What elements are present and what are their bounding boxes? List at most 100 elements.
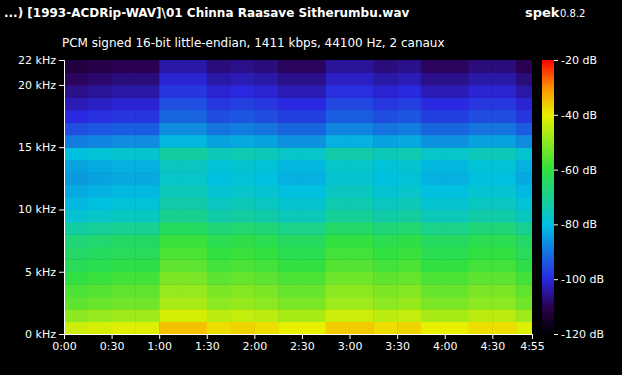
cell (254, 234, 278, 247)
cell (254, 135, 278, 148)
cell (231, 322, 255, 334)
cell (183, 297, 207, 310)
cell (88, 284, 112, 297)
tick: 3:30 (385, 334, 410, 353)
cell (231, 85, 255, 98)
cell (326, 197, 350, 210)
tick-label: 5 kHz (25, 266, 56, 279)
cell (492, 297, 516, 310)
cell (373, 85, 397, 98)
cell (445, 110, 469, 123)
tick-mark (397, 334, 398, 339)
subtitle: PCM signed 16-bit little-endian, 1411 kb… (62, 36, 445, 50)
cell (421, 272, 445, 285)
cell (469, 209, 493, 222)
cell (231, 297, 255, 310)
cell (207, 185, 231, 198)
cell (278, 85, 302, 98)
cell (469, 172, 493, 185)
cell (421, 97, 445, 110)
cell (421, 297, 445, 310)
cell (135, 85, 159, 98)
cell (254, 85, 278, 98)
cell (88, 309, 112, 322)
cell (159, 122, 183, 135)
cell (397, 247, 421, 260)
cell (326, 147, 350, 160)
cell (183, 234, 207, 247)
cell (397, 97, 421, 110)
cell (183, 247, 207, 260)
cell (421, 147, 445, 160)
cell (397, 147, 421, 160)
cell (350, 147, 374, 160)
cell (350, 185, 374, 198)
cells (64, 60, 532, 334)
cell (207, 160, 231, 173)
cell (445, 60, 469, 73)
cell (254, 185, 278, 198)
cell (112, 172, 136, 185)
cell (302, 85, 326, 98)
cell (88, 60, 112, 73)
cell (421, 209, 445, 222)
cell (469, 309, 493, 322)
cell (445, 284, 469, 297)
cell (159, 135, 183, 148)
cell (207, 172, 231, 185)
cell (254, 247, 278, 260)
cell (254, 122, 278, 135)
cell (231, 272, 255, 285)
cell (469, 60, 493, 73)
cell (469, 259, 493, 272)
cell (231, 135, 255, 148)
tick-label: 0:00 (52, 340, 77, 353)
cell (373, 147, 397, 160)
cell (64, 60, 88, 73)
cell (183, 160, 207, 173)
cell (135, 97, 159, 110)
cell (397, 234, 421, 247)
cell (207, 222, 231, 235)
cell (278, 222, 302, 235)
cell (254, 197, 278, 210)
cell (159, 97, 183, 110)
cell (302, 147, 326, 160)
tick-mark (492, 334, 493, 339)
cell (445, 97, 469, 110)
cell (516, 147, 532, 160)
colorbar (542, 60, 554, 334)
cell (112, 85, 136, 98)
cell (159, 272, 183, 285)
cell (350, 72, 374, 85)
cell (516, 247, 532, 260)
cell (135, 147, 159, 160)
tick-mark (254, 334, 255, 339)
title: ...) [1993-ACDRip-WAV]\01 Chinna Raasave… (4, 6, 409, 20)
cell (397, 160, 421, 173)
cell (207, 122, 231, 135)
cell (445, 172, 469, 185)
cell (64, 209, 88, 222)
tick-mark (159, 334, 160, 339)
cell (492, 185, 516, 198)
cell (469, 322, 493, 334)
cell (445, 272, 469, 285)
tick-label: -60 dB (561, 164, 597, 177)
cell (350, 272, 374, 285)
cell (112, 247, 136, 260)
cell (183, 85, 207, 98)
cell (231, 222, 255, 235)
cell (302, 272, 326, 285)
tick: 4:55 (520, 334, 545, 353)
tick-label: 0 kHz (25, 328, 56, 341)
cell (445, 147, 469, 160)
cell (492, 122, 516, 135)
tick-label: 2:30 (290, 340, 315, 353)
cell (326, 297, 350, 310)
cell (207, 209, 231, 222)
cell (421, 160, 445, 173)
tick-label: 22 kHz (18, 54, 56, 67)
cell (207, 135, 231, 148)
tick-label: -120 dB (561, 328, 604, 341)
